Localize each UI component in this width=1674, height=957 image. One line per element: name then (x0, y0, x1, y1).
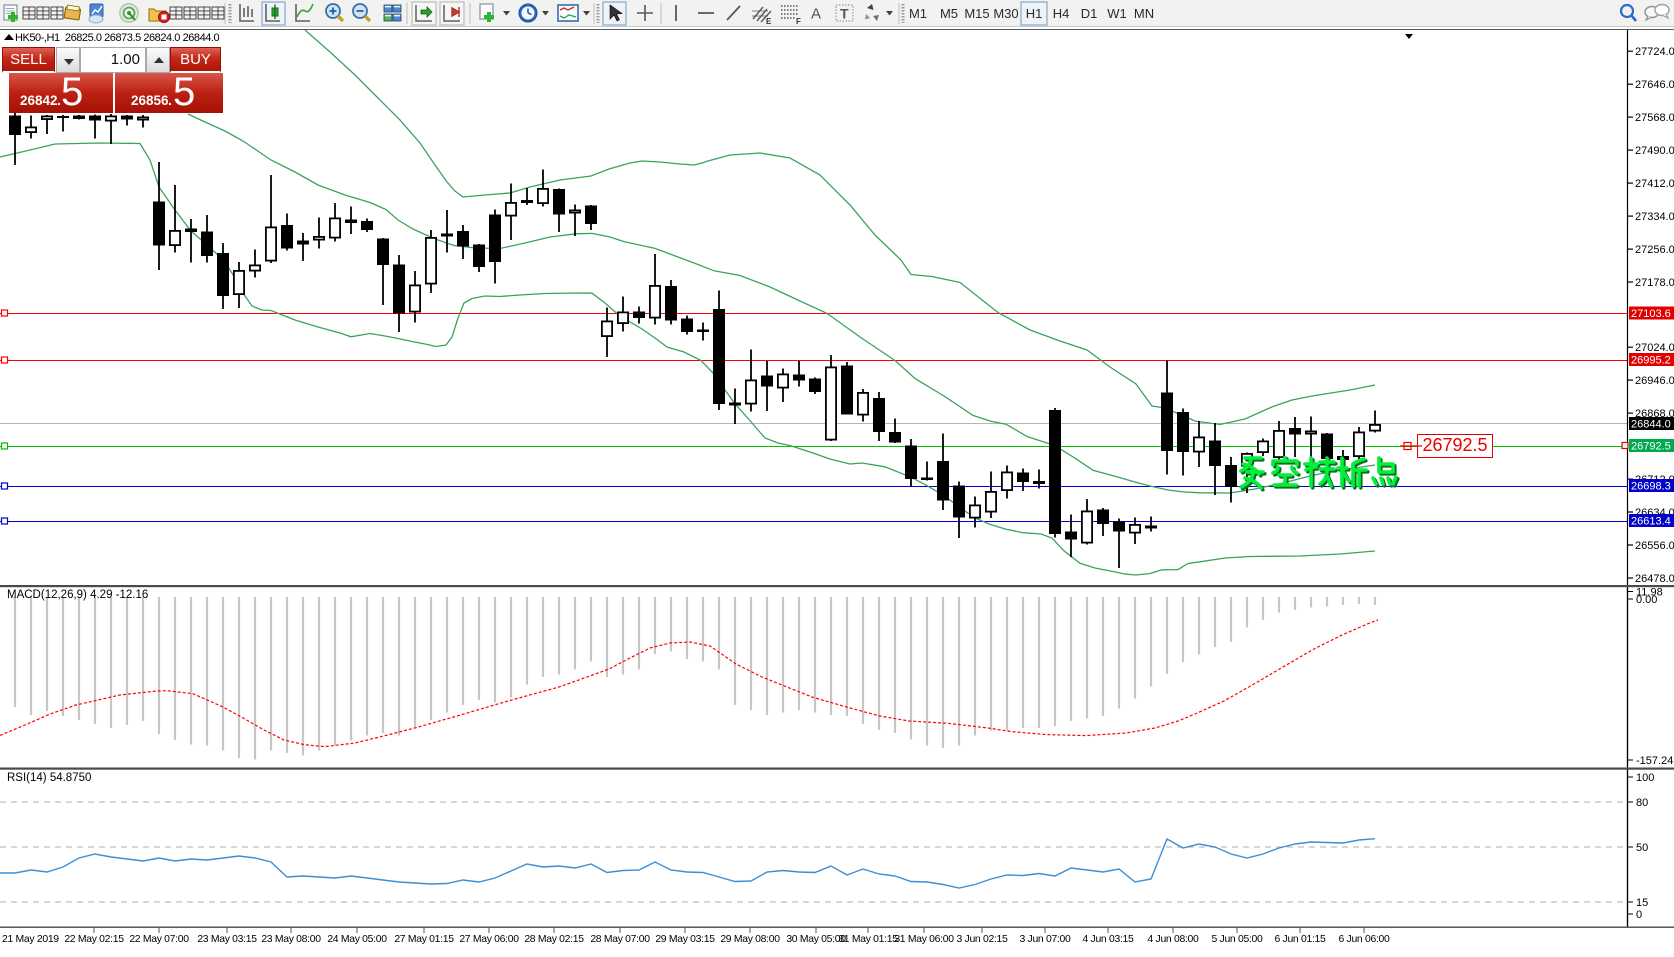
svg-text:27646.0: 27646.0 (1635, 79, 1674, 91)
svg-text:A: A (811, 6, 821, 23)
svg-text:4 Jun 08:00: 4 Jun 08:00 (1147, 934, 1199, 945)
svg-text:MACD(12,26,9) 4.29 -12.16: MACD(12,26,9) 4.29 -12.16 (7, 589, 148, 601)
svg-text:26556.0: 26556.0 (1635, 540, 1674, 552)
svg-text:28 May 07:00: 28 May 07:00 (590, 934, 650, 945)
svg-text:6 Jun 01:15: 6 Jun 01:15 (1274, 934, 1326, 945)
svg-text:27334.0: 27334.0 (1635, 211, 1674, 223)
svg-text:3 Jun 07:00: 3 Jun 07:00 (1019, 934, 1071, 945)
svg-text:23 May 03:15: 23 May 03:15 (197, 934, 257, 945)
svg-text:E: E (766, 17, 772, 26)
svg-text:RSI(14) 54.8750: RSI(14) 54.8750 (7, 772, 91, 784)
svg-text:MN: MN (1134, 6, 1154, 21)
svg-text:26478.0: 26478.0 (1635, 573, 1674, 585)
svg-text:-157.24: -157.24 (1636, 755, 1673, 767)
svg-text:29 May 08:00: 29 May 08:00 (720, 934, 780, 945)
svg-text:HK50-,H1 26825.0 26873.5 2682: HK50-,H1 26825.0 26873.5 26824.0 26844.0 (15, 32, 220, 44)
svg-text:22 May 07:00: 22 May 07:00 (129, 934, 189, 945)
svg-text:31 May 06:00: 31 May 06:00 (894, 934, 954, 945)
svg-text:F: F (796, 17, 801, 26)
svg-text:M30: M30 (993, 6, 1018, 21)
svg-text:22 May 02:15: 22 May 02:15 (64, 934, 124, 945)
svg-text:29 May 03:15: 29 May 03:15 (655, 934, 715, 945)
svg-text:H4: H4 (1053, 6, 1070, 21)
svg-text:26844.0: 26844.0 (1631, 419, 1671, 431)
svg-text:27568.0: 27568.0 (1635, 112, 1674, 124)
svg-text:M1: M1 (909, 6, 927, 21)
svg-text:11.98: 11.98 (1636, 587, 1663, 599)
svg-text:27412.0: 27412.0 (1635, 178, 1674, 190)
svg-text:6 Jun 06:00: 6 Jun 06:00 (1338, 934, 1390, 945)
svg-text:27103.6: 27103.6 (1631, 308, 1671, 320)
svg-text:0.00: 0.00 (1636, 594, 1657, 606)
svg-text:H1: H1 (1026, 6, 1043, 21)
svg-text:M15: M15 (964, 6, 989, 21)
svg-text:D1: D1 (1081, 6, 1098, 21)
svg-text:15: 15 (1636, 897, 1648, 909)
svg-text:M5: M5 (940, 6, 958, 21)
svg-text:26613.4: 26613.4 (1631, 516, 1671, 528)
svg-text:0: 0 (1636, 909, 1642, 921)
svg-text:28 May 02:15: 28 May 02:15 (524, 934, 584, 945)
svg-text:3 Jun 02:15: 3 Jun 02:15 (956, 934, 1008, 945)
svg-text:26698.3: 26698.3 (1631, 481, 1671, 493)
svg-text:24 May 05:00: 24 May 05:00 (327, 934, 387, 945)
svg-text:27490.0: 27490.0 (1635, 145, 1674, 157)
svg-text:5 Jun 05:00: 5 Jun 05:00 (1211, 934, 1263, 945)
svg-text:26792.5: 26792.5 (1631, 441, 1671, 453)
svg-text:100: 100 (1636, 772, 1654, 784)
svg-text:T: T (840, 6, 849, 22)
svg-text:27024.0: 27024.0 (1635, 342, 1674, 354)
svg-text:27724.0: 27724.0 (1635, 46, 1674, 58)
svg-text:W1: W1 (1107, 6, 1127, 21)
svg-text:27256.0: 27256.0 (1635, 244, 1674, 256)
svg-text:27178.0: 27178.0 (1635, 277, 1674, 289)
svg-text:26995.2: 26995.2 (1631, 355, 1671, 367)
svg-text:27 May 01:15: 27 May 01:15 (394, 934, 454, 945)
svg-text:4 Jun 03:15: 4 Jun 03:15 (1082, 934, 1134, 945)
svg-text:31 May 01:15: 31 May 01:15 (838, 934, 898, 945)
svg-text:80: 80 (1636, 797, 1648, 809)
svg-text:26946.0: 26946.0 (1635, 375, 1674, 387)
svg-text:27 May 06:00: 27 May 06:00 (459, 934, 519, 945)
svg-text:23 May 08:00: 23 May 08:00 (261, 934, 321, 945)
svg-text:50: 50 (1636, 842, 1648, 854)
svg-text:30 May 05:00: 30 May 05:00 (786, 934, 846, 945)
svg-text:21 May 2019: 21 May 2019 (2, 934, 59, 945)
